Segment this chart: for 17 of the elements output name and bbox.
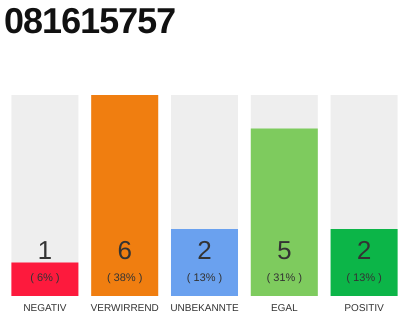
data-label: 6 xyxy=(117,235,132,266)
x-tick-label: EGAL xyxy=(270,302,298,314)
bar xyxy=(11,262,78,296)
x-tick-label: VERWIRREND xyxy=(90,302,159,314)
annotation: ( 38% ) xyxy=(106,272,142,284)
data-label: 1 xyxy=(38,235,52,266)
x-tick-label: UNBEKANNTE xyxy=(170,302,239,314)
annotation: ( 31% ) xyxy=(266,272,302,284)
chart-title: 081615757 xyxy=(4,0,176,42)
annotation: ( 13% ) xyxy=(186,272,222,284)
data-label: 2 xyxy=(356,235,372,266)
x-tick-label: NEGATIV xyxy=(23,302,67,314)
annotation: ( 13% ) xyxy=(346,272,382,284)
data-label: 2 xyxy=(197,235,212,266)
data-label: 5 xyxy=(277,235,292,266)
x-tick-label: POSITIV xyxy=(344,302,384,314)
annotation: ( 6% ) xyxy=(30,272,60,284)
